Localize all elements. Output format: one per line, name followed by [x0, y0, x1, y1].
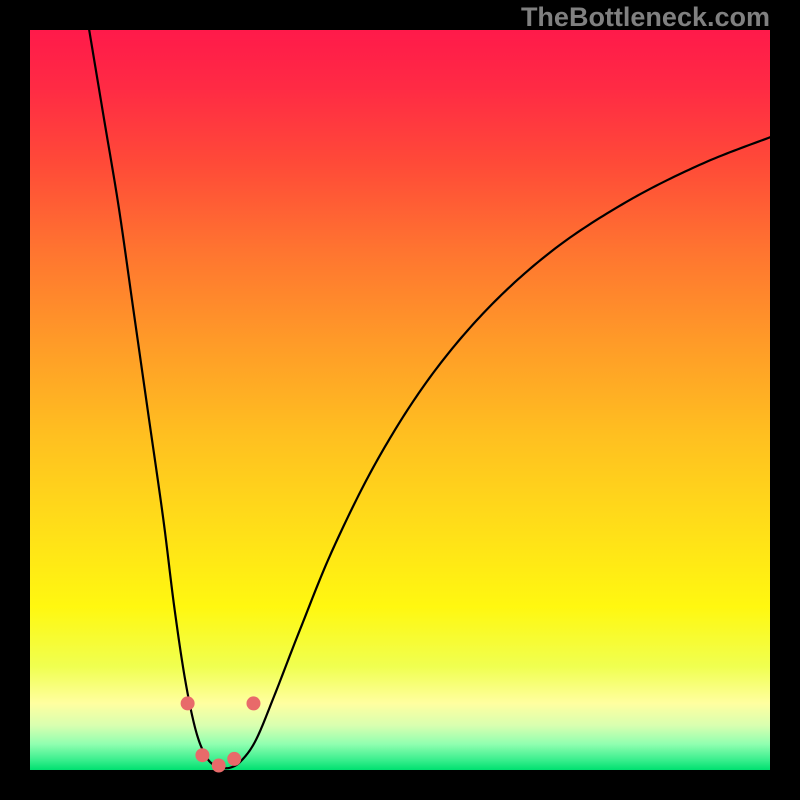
plot-background [30, 30, 770, 770]
curve-marker [227, 752, 241, 766]
curve-marker [181, 696, 195, 710]
curve-marker [195, 748, 209, 762]
curve-marker [212, 759, 226, 773]
curve-marker [246, 696, 260, 710]
chart-container: TheBottleneck.com [0, 0, 800, 800]
bottleneck-curve-chart [0, 0, 800, 800]
